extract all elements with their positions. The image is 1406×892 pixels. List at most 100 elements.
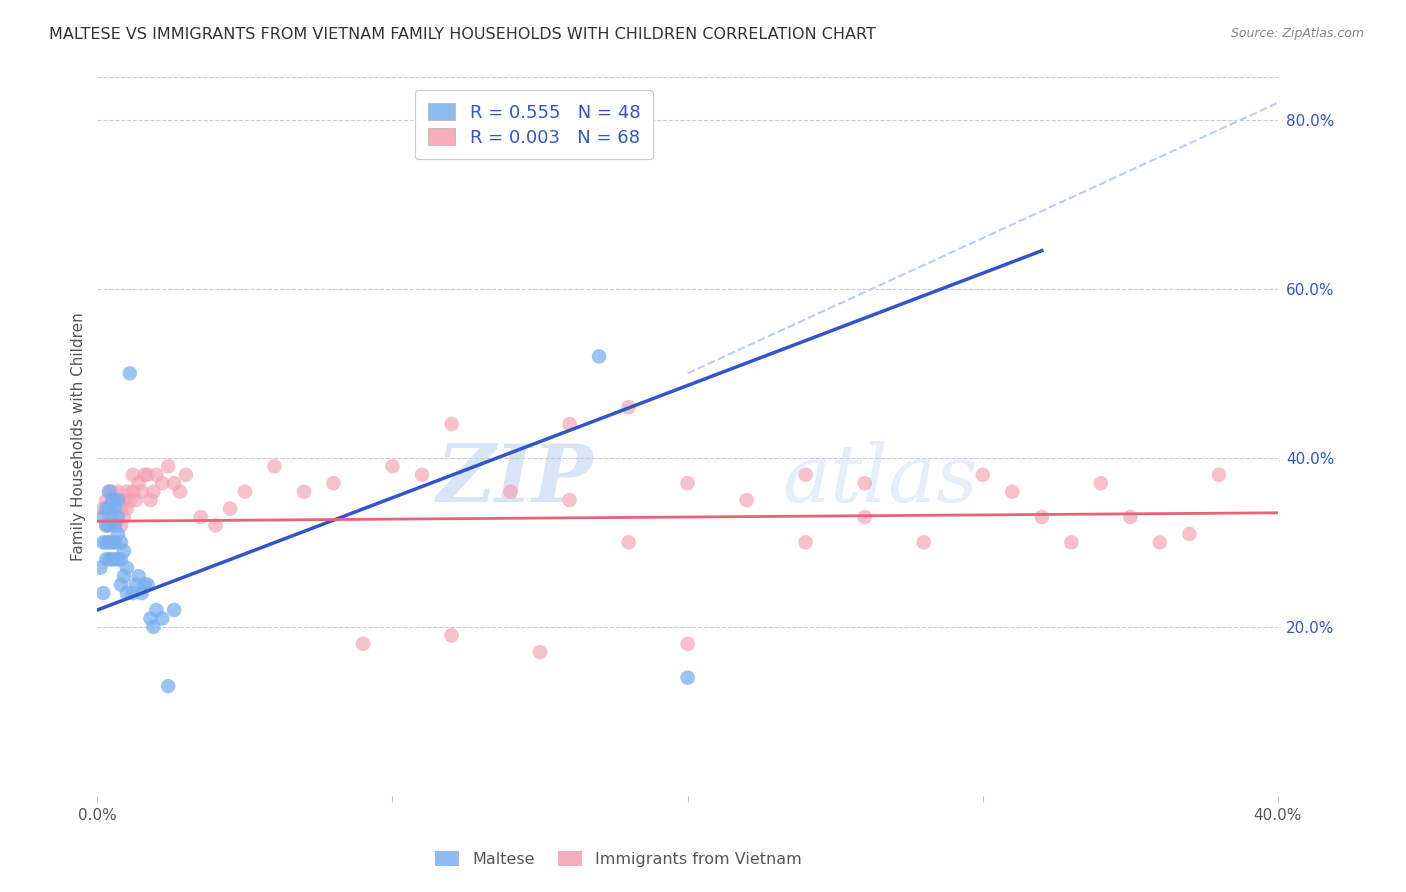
Point — [91, 501, 114, 516]
Y-axis label: Family Households with Children: Family Households with Children — [72, 312, 86, 561]
Point — [1031, 510, 1053, 524]
Point — [912, 535, 935, 549]
Text: Source: ZipAtlas.com: Source: ZipAtlas.com — [1230, 27, 1364, 40]
Point — [381, 459, 404, 474]
Point — [107, 501, 129, 516]
Point — [104, 518, 127, 533]
Point — [110, 535, 132, 549]
Point — [89, 560, 111, 574]
Point — [219, 501, 242, 516]
Point — [101, 552, 124, 566]
Point — [174, 467, 197, 482]
Point — [1149, 535, 1171, 549]
Point — [104, 518, 127, 533]
Point — [145, 467, 167, 482]
Point — [128, 476, 150, 491]
Point — [676, 476, 699, 491]
Point — [115, 501, 138, 516]
Point — [134, 467, 156, 482]
Point — [121, 467, 143, 482]
Point — [128, 569, 150, 583]
Point — [1090, 476, 1112, 491]
Legend: R = 0.555   N = 48, R = 0.003   N = 68: R = 0.555 N = 48, R = 0.003 N = 68 — [415, 90, 652, 160]
Point — [150, 476, 173, 491]
Point — [91, 510, 114, 524]
Point — [676, 637, 699, 651]
Point — [118, 493, 141, 508]
Point — [529, 645, 551, 659]
Point — [142, 620, 165, 634]
Point — [96, 501, 118, 516]
Point — [91, 535, 114, 549]
Point — [190, 510, 212, 524]
Point — [96, 493, 118, 508]
Point — [110, 518, 132, 533]
Point — [1178, 527, 1201, 541]
Point — [107, 527, 129, 541]
Legend: Maltese, Immigrants from Vietnam: Maltese, Immigrants from Vietnam — [427, 843, 810, 875]
Point — [98, 552, 121, 566]
Point — [112, 493, 135, 508]
Point — [440, 628, 463, 642]
Point — [853, 510, 876, 524]
Point — [136, 577, 159, 591]
Point — [134, 577, 156, 591]
Point — [794, 467, 817, 482]
Point — [112, 510, 135, 524]
Point — [98, 518, 121, 533]
Point — [139, 493, 162, 508]
Point — [588, 350, 610, 364]
Point — [107, 510, 129, 524]
Point — [96, 552, 118, 566]
Point — [118, 367, 141, 381]
Point — [169, 484, 191, 499]
Point — [136, 467, 159, 482]
Point — [853, 476, 876, 491]
Point — [96, 518, 118, 533]
Text: MALTESE VS IMMIGRANTS FROM VIETNAM FAMILY HOUSEHOLDS WITH CHILDREN CORRELATION C: MALTESE VS IMMIGRANTS FROM VIETNAM FAMIL… — [49, 27, 876, 42]
Point — [110, 501, 132, 516]
Point — [107, 484, 129, 499]
Point — [139, 611, 162, 625]
Point — [115, 586, 138, 600]
Point — [150, 611, 173, 625]
Point — [1001, 484, 1024, 499]
Point — [110, 577, 132, 591]
Point — [352, 637, 374, 651]
Point — [96, 535, 118, 549]
Point — [98, 484, 121, 499]
Point — [411, 467, 433, 482]
Point — [440, 417, 463, 431]
Point — [794, 535, 817, 549]
Point — [91, 586, 114, 600]
Point — [107, 493, 129, 508]
Point — [104, 493, 127, 508]
Point — [101, 510, 124, 524]
Point — [101, 501, 124, 516]
Point — [112, 569, 135, 583]
Point — [131, 484, 153, 499]
Point — [322, 476, 344, 491]
Point — [145, 603, 167, 617]
Point — [558, 417, 581, 431]
Point — [233, 484, 256, 499]
Point — [101, 493, 124, 508]
Point — [96, 518, 118, 533]
Point — [735, 493, 758, 508]
Point — [292, 484, 315, 499]
Point — [101, 484, 124, 499]
Point — [98, 510, 121, 524]
Point — [676, 671, 699, 685]
Point — [499, 484, 522, 499]
Point — [104, 501, 127, 516]
Point — [972, 467, 994, 482]
Point — [112, 544, 135, 558]
Point — [101, 535, 124, 549]
Point — [157, 679, 180, 693]
Text: atlas: atlas — [782, 441, 977, 518]
Point — [98, 535, 121, 549]
Point — [104, 493, 127, 508]
Point — [121, 484, 143, 499]
Point — [204, 518, 226, 533]
Point — [104, 535, 127, 549]
